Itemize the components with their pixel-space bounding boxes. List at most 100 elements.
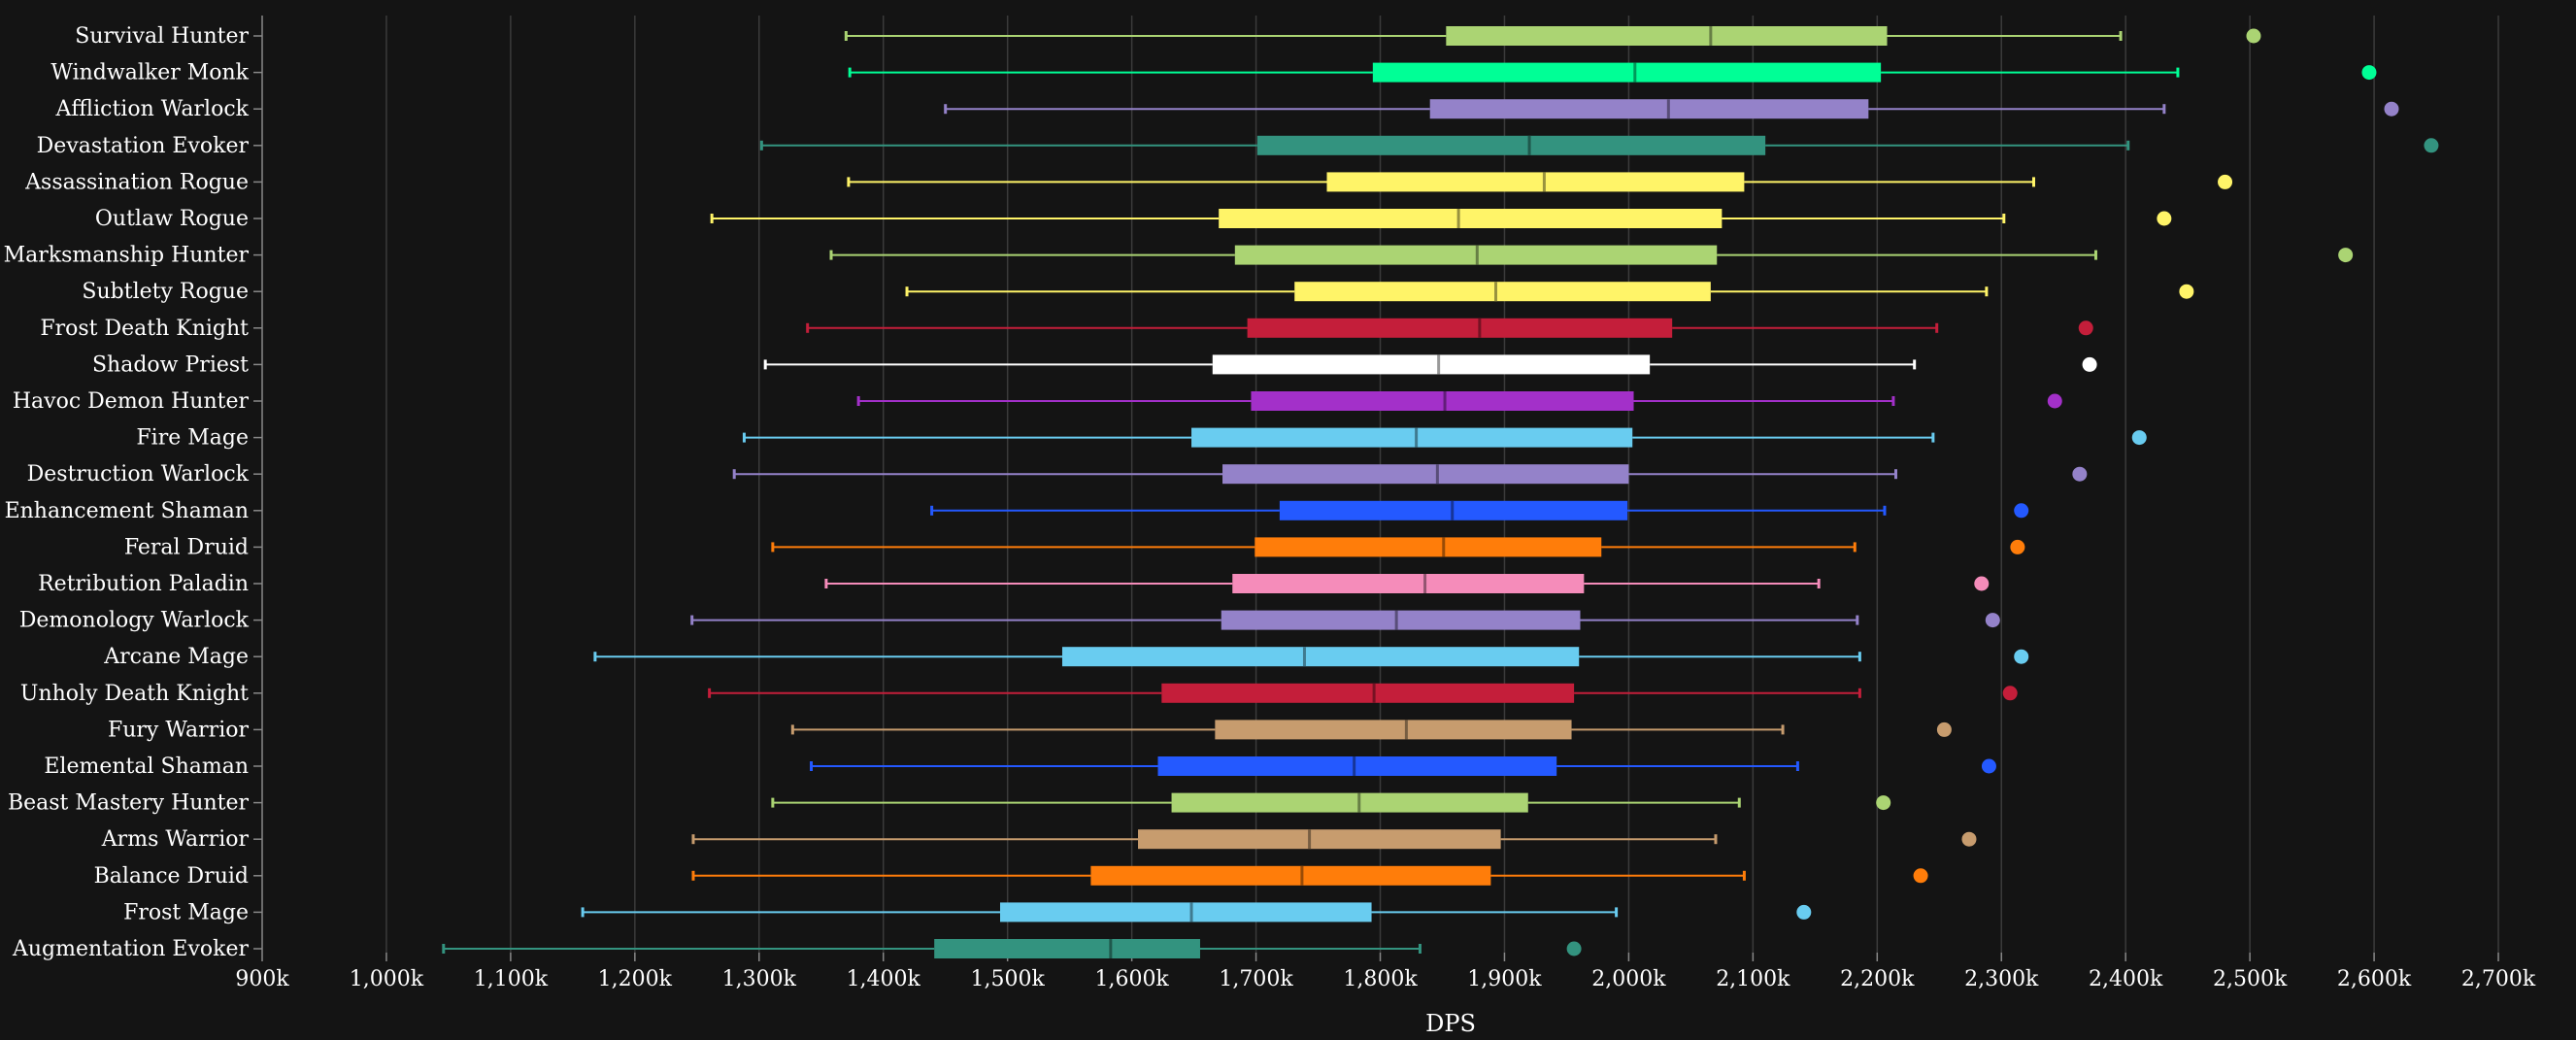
x-tick-label: 2,400k <box>2089 967 2163 991</box>
x-tick-labels: 900k 1,000k 1,100k 1,200k 1,300k 1,400k 1,500k… <box>235 967 2536 991</box>
outlier-point <box>2218 174 2233 189</box>
outlier-point <box>2078 320 2093 336</box>
x-tick-label: 2,100k <box>1716 967 1790 991</box>
outlier-point <box>2072 466 2088 482</box>
x-tick-label: 2,700k <box>2461 967 2536 991</box>
x-tick-label: 2,500k <box>2213 967 2288 991</box>
outlier-point <box>1961 831 1977 847</box>
outlier-point <box>2157 211 2172 226</box>
x-tick-label: 900k <box>235 967 289 991</box>
box-arms-warrior <box>691 829 1977 850</box>
box-elemental-shaman <box>810 756 1996 776</box>
iqr-box <box>1191 427 1633 448</box>
outlier-point <box>2082 356 2097 372</box>
outlier-point <box>1876 795 1891 811</box>
outlier-point <box>2384 101 2399 117</box>
spec-label: Beast Mastery Hunter <box>8 791 250 816</box>
iqr-box <box>1326 172 1745 192</box>
spec-label: Arcane Mage <box>103 645 249 669</box>
x-tick-label: 1,700k <box>1219 967 1293 991</box>
outlier-point <box>1985 613 2000 628</box>
spec-label: Marksmanship Hunter <box>4 244 250 268</box>
spec-label: Retribution Paladin <box>38 572 249 596</box>
spec-label: Fire Mage <box>136 426 249 451</box>
box-enhancement-shaman <box>930 500 2029 520</box>
spec-labels: Survival Hunter Windwalker Monk Affliction… <box>4 24 250 961</box>
iqr-box <box>1294 282 1711 302</box>
box-affliction-warlock <box>944 99 2399 119</box>
spec-label: Assassination Rogue <box>24 170 249 194</box>
box-devastation-evoker <box>759 135 2439 155</box>
iqr-box <box>1171 792 1528 813</box>
x-tick-label: 2,300k <box>1964 967 2039 991</box>
outlier-point <box>2010 539 2025 554</box>
spec-label: Demonology Warlock <box>19 609 250 633</box>
box-destruction-warlock <box>732 464 2088 485</box>
iqr-box <box>1222 464 1629 485</box>
x-tick-label: 1,600k <box>1094 967 1169 991</box>
spec-label: Subtlety Rogue <box>82 280 249 304</box>
iqr-box <box>1138 829 1501 850</box>
outlier-point <box>1981 758 1996 774</box>
iqr-box <box>1256 135 1766 155</box>
iqr-box <box>934 939 1200 958</box>
box-balance-druid <box>691 865 1928 886</box>
box-retribution-paladin <box>824 574 1990 593</box>
spec-label: Unholy Death Knight <box>20 682 249 706</box>
outlier-point <box>1566 941 1582 956</box>
outlier-point <box>2361 65 2377 81</box>
spec-label: Arms Warrior <box>101 827 250 852</box>
x-tick-label: 1,900k <box>1467 967 1542 991</box>
x-tick-label: 1,100k <box>474 967 549 991</box>
spec-label: Devastation Evoker <box>37 134 250 158</box>
spec-label: Fury Warrior <box>108 718 250 742</box>
iqr-box <box>1090 865 1491 886</box>
iqr-box <box>1429 99 1869 119</box>
x-tick-label: 1,400k <box>847 967 921 991</box>
box-augmentation-evoker <box>442 939 1582 958</box>
spec-label: Windwalker Monk <box>50 61 249 85</box>
box-beast-mastery-hunter <box>771 792 1891 813</box>
box-demonology-warlock <box>690 610 2000 630</box>
spec-label: Havoc Demon Hunter <box>13 389 250 414</box>
box-survival-hunter <box>844 26 2261 46</box>
box-marksmanship-hunter <box>829 245 2354 265</box>
outlier-point <box>2179 284 2194 299</box>
box-outlaw-rogue <box>710 209 2172 228</box>
outlier-point <box>2014 503 2029 519</box>
outlier-point <box>2246 28 2261 44</box>
spec-label: Survival Hunter <box>75 24 249 49</box>
iqr-box <box>1161 683 1575 703</box>
box-feral-druid <box>771 537 2025 557</box>
outlier-point <box>2002 686 2018 701</box>
x-tick-label: 2,600k <box>2337 967 2412 991</box>
box-arcane-mage <box>593 647 2029 667</box>
iqr-box <box>1446 26 1888 46</box>
spec-label: Enhancement Shaman <box>5 499 249 523</box>
spec-label: Augmentation Evoker <box>12 937 250 961</box>
axes <box>253 16 2499 961</box>
x-tick-label: 2,000k <box>1591 967 1666 991</box>
iqr-box <box>1061 647 1580 667</box>
box-assassination-rogue <box>847 172 2233 192</box>
box-frost-death-knight <box>806 318 2093 338</box>
outlier-point <box>2424 138 2439 153</box>
outlier-point <box>2338 248 2354 263</box>
iqr-box <box>1215 720 1572 740</box>
iqr-box <box>1219 209 1723 228</box>
outlier-point <box>2014 649 2029 664</box>
spec-label: Shadow Priest <box>92 352 249 377</box>
box-shadow-priest <box>763 354 2097 375</box>
x-tick-label: 1,300k <box>722 967 797 991</box>
iqr-box <box>1255 537 1602 557</box>
outlier-point <box>1936 721 1952 737</box>
spec-label: Balance Druid <box>94 864 249 889</box>
x-tick-label: 1,200k <box>598 967 673 991</box>
iqr-box <box>999 902 1372 923</box>
outlier-point <box>1796 904 1812 920</box>
x-tick-label: 1,000k <box>350 967 424 991</box>
box-unholy-death-knight <box>708 683 2018 703</box>
boxes-layer <box>442 26 2439 958</box>
box-fire-mage <box>742 427 2147 448</box>
